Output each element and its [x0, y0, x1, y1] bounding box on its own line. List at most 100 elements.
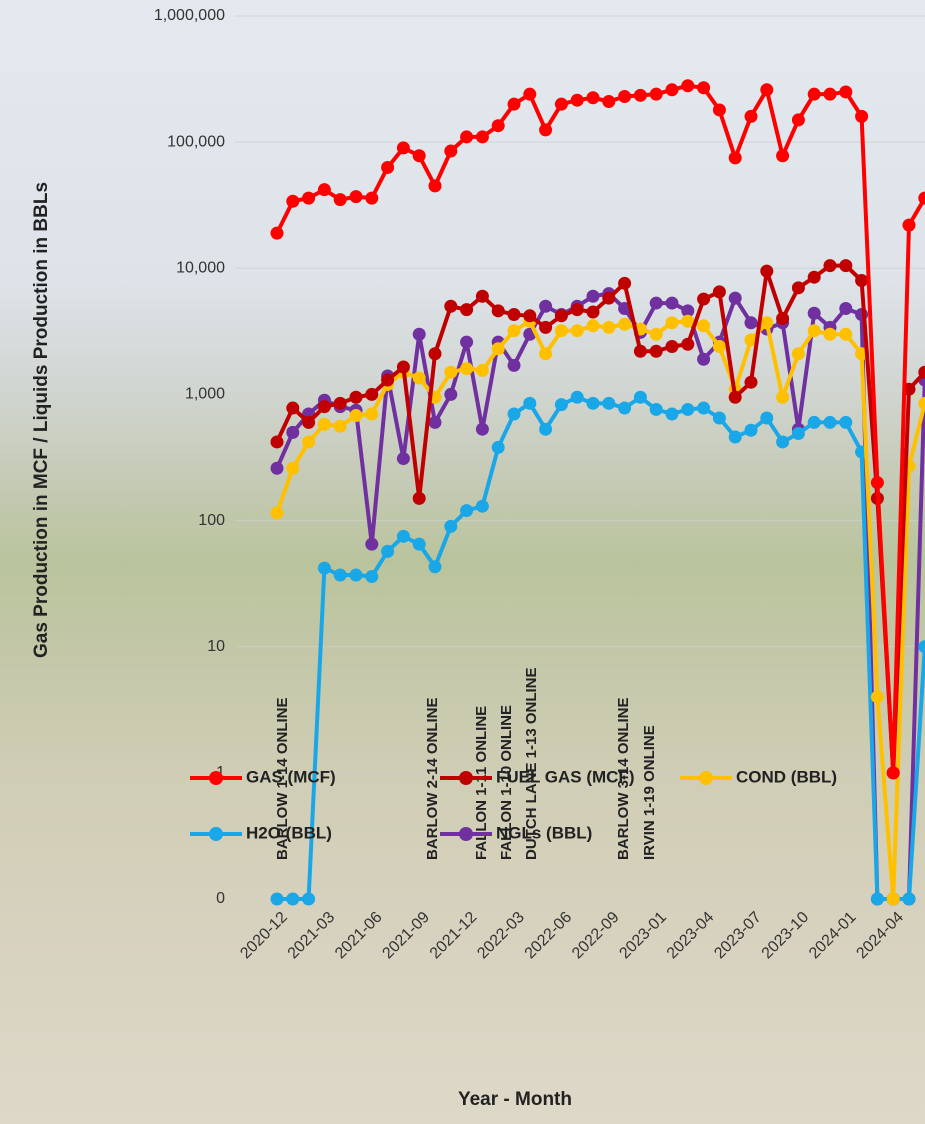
x-tick-label: 2022-06: [522, 909, 576, 963]
data-point: [791, 281, 805, 295]
data-point: [507, 308, 521, 322]
data-point: [475, 363, 489, 377]
data-point: [839, 301, 853, 315]
data-point: [317, 417, 331, 431]
data-point: [870, 476, 884, 490]
y-axis-title: Gas Production in MCF / Liquids Producti…: [31, 182, 52, 658]
data-point: [776, 390, 790, 404]
data-point: [412, 491, 426, 505]
data-point: [570, 324, 584, 338]
data-point: [302, 191, 316, 205]
data-point: [902, 892, 916, 906]
data-point: [760, 316, 774, 330]
data-point: [475, 130, 489, 144]
data-point: [618, 401, 632, 415]
data-point: [744, 109, 758, 123]
data-point: [791, 347, 805, 361]
data-point: [381, 160, 395, 174]
x-tick-label: 2023-04: [664, 909, 718, 963]
data-point: [744, 333, 758, 347]
data-point: [760, 264, 774, 278]
data-point: [633, 88, 647, 102]
annotation: IRVIN 1-19 ONLINE: [641, 725, 658, 860]
data-point: [586, 289, 600, 303]
data-point: [633, 344, 647, 358]
data-point: [270, 226, 284, 240]
data-point: [665, 407, 679, 421]
data-point: [807, 87, 821, 101]
data-point: [886, 766, 900, 780]
data-point: [444, 144, 458, 158]
data-point: [460, 504, 474, 518]
data-point: [728, 151, 742, 165]
data-point: [444, 519, 458, 533]
data-point: [570, 390, 584, 404]
data-point: [412, 537, 426, 551]
data-point: [539, 347, 553, 361]
data-point: [554, 324, 568, 338]
data-point: [365, 191, 379, 205]
data-point: [491, 119, 505, 133]
data-point: [396, 360, 410, 374]
data-point: [744, 423, 758, 437]
data-point: [333, 193, 347, 207]
annotation: DUTCH LANE 1-13 ONLINE: [523, 667, 540, 860]
data-point: [870, 690, 884, 704]
data-point: [776, 435, 790, 449]
data-point: [665, 296, 679, 310]
data-point: [428, 347, 442, 361]
data-point: [697, 81, 711, 95]
data-point: [681, 304, 695, 318]
data-point: [918, 396, 925, 410]
series-line: [275, 291, 925, 901]
data-point: [760, 411, 774, 425]
data-point: [507, 324, 521, 338]
data-point: [554, 398, 568, 412]
data-point: [302, 435, 316, 449]
data-point: [396, 529, 410, 543]
data-point: [286, 425, 300, 439]
data-point: [649, 327, 663, 341]
data-point: [776, 149, 790, 163]
data-point: [855, 109, 869, 123]
data-point: [539, 320, 553, 334]
data-point: [807, 270, 821, 284]
data-point: [475, 289, 489, 303]
x-tick-label: 2021-09: [379, 909, 433, 963]
legend-label: NGLs (BBL): [496, 823, 592, 842]
data-point: [507, 407, 521, 421]
data-point: [712, 103, 726, 117]
y-tick-label: 100: [198, 512, 225, 529]
data-point: [807, 306, 821, 320]
data-point: [807, 324, 821, 338]
data-point: [918, 365, 925, 379]
data-point: [302, 415, 316, 429]
legend-label: GAS (MCF): [246, 767, 336, 786]
data-point: [586, 91, 600, 105]
data-point: [317, 561, 331, 575]
x-tick-label: 2020-12: [237, 909, 291, 963]
data-point: [460, 362, 474, 376]
x-tick-label: 2022-09: [569, 909, 623, 963]
x-tick-label: 2021-06: [332, 909, 386, 963]
data-point: [618, 276, 632, 290]
data-point: [460, 335, 474, 349]
data-point: [618, 90, 632, 104]
x-axis-title: Year - Month: [458, 1089, 572, 1110]
series-line: [277, 395, 925, 901]
data-point: [333, 568, 347, 582]
data-point: [539, 299, 553, 313]
data-point: [712, 411, 726, 425]
data-point: [570, 93, 584, 107]
data-point: [728, 430, 742, 444]
data-point: [412, 149, 426, 163]
data-point: [365, 570, 379, 584]
x-tick-label: 2021-12: [427, 909, 481, 963]
x-tick-label: 2023-07: [711, 909, 765, 963]
data-point: [823, 327, 837, 341]
data-point: [554, 309, 568, 323]
legend-marker: [209, 771, 223, 785]
y-tick-label: 10,000: [176, 260, 225, 277]
x-tick-label: 2023-01: [616, 909, 670, 963]
